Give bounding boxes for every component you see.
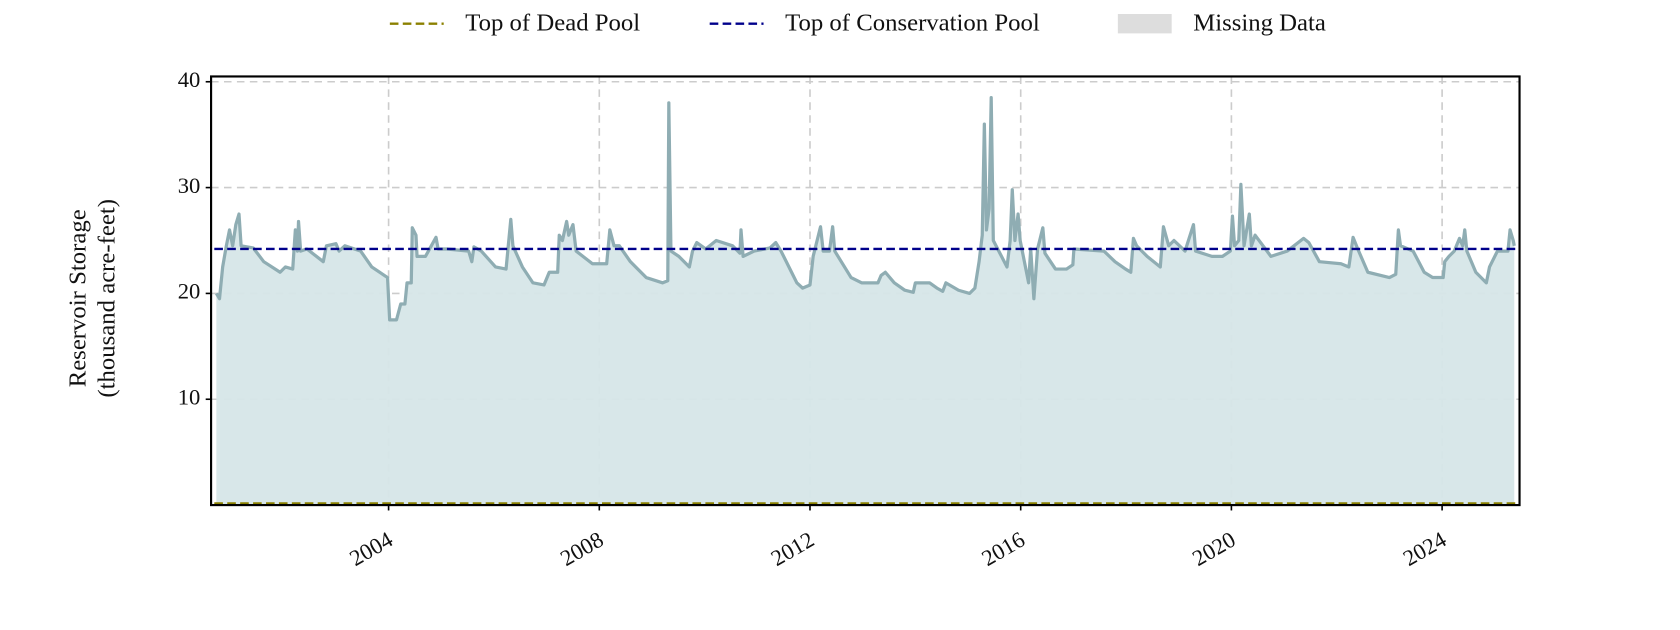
- x-tick-label: 2012: [767, 527, 819, 571]
- line: [214, 96, 1516, 322]
- y-axis-label: Reservoir Storage (thousand acre-feet): [64, 199, 120, 398]
- y-tick-label: 20: [178, 279, 201, 304]
- legend-label: Top of Conservation Pool: [785, 9, 1040, 36]
- y-tick-label: 10: [178, 384, 201, 409]
- x-tick-label: 2020: [1188, 527, 1240, 571]
- y-tick-label: 30: [178, 173, 201, 198]
- y-tick-label: 40: [178, 67, 201, 92]
- y-axis-label-line: Reservoir Storage: [64, 209, 91, 387]
- x-tick-label: 2024: [1399, 527, 1451, 571]
- x-tick-label: 2016: [977, 527, 1029, 571]
- plot-frame: [210, 75, 1521, 507]
- x-tick-label: 2004: [345, 527, 397, 571]
- area: [216, 97, 1515, 506]
- legend-label: Missing Data: [1193, 9, 1326, 36]
- x-tick-label: 2008: [556, 527, 608, 571]
- legend-patch: [1117, 14, 1172, 34]
- legend-label: Top of Dead Pool: [465, 9, 640, 36]
- y-axis-label-line: (thousand acre-feet): [93, 199, 120, 398]
